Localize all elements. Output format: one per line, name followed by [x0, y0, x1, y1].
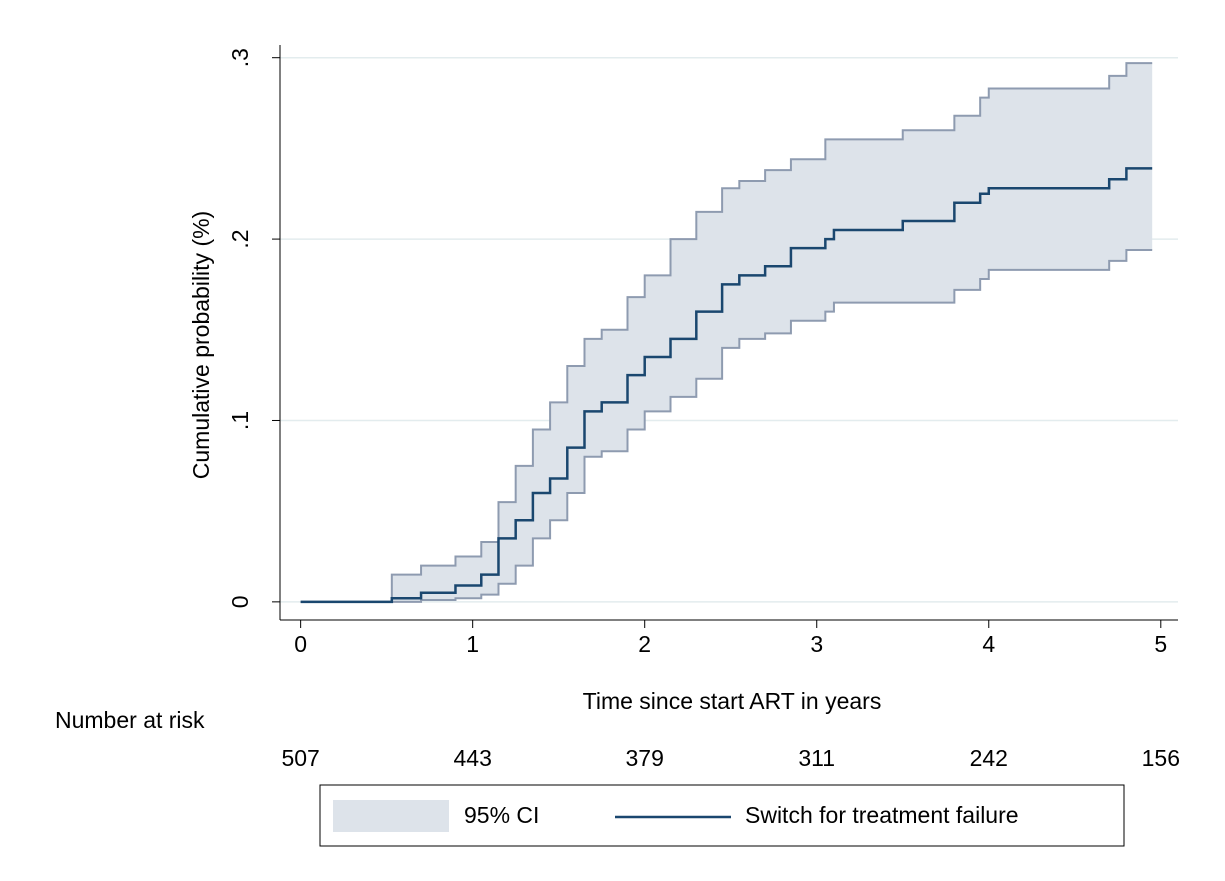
- ci-band: [300, 63, 1153, 602]
- x-tick-label: 0: [294, 631, 307, 657]
- x-tick-label: 3: [810, 631, 823, 657]
- x-tick-label: 5: [1154, 631, 1167, 657]
- y-tick-label: 0: [227, 595, 253, 608]
- y-tick-label: .1: [227, 411, 253, 430]
- y-axis-label: Cumulative probability (%): [188, 211, 214, 479]
- x-tick-label: 2: [638, 631, 651, 657]
- legend-label: Switch for treatment failure: [745, 802, 1019, 828]
- risk-count: 311: [798, 745, 835, 771]
- risk-count: 379: [626, 745, 664, 771]
- legend-box: [319, 784, 1125, 847]
- legend-label: 95% CI: [464, 802, 539, 828]
- risk-count: 242: [970, 745, 1008, 771]
- risk-table-label: Number at risk: [55, 707, 205, 733]
- y-tick-label: .2: [227, 229, 253, 248]
- risk-count: 443: [453, 745, 491, 771]
- risk-count: 507: [281, 745, 319, 771]
- y-tick-label: .3: [227, 48, 253, 67]
- ci-lower-line: [300, 248, 1153, 603]
- x-axis-label: Time since start ART in years: [583, 688, 882, 714]
- risk-count: 156: [1142, 745, 1180, 771]
- x-tick-label: 1: [466, 631, 479, 657]
- legend-swatch-band: [333, 800, 449, 832]
- x-tick-label: 4: [982, 631, 995, 657]
- estimate-line: [300, 167, 1153, 604]
